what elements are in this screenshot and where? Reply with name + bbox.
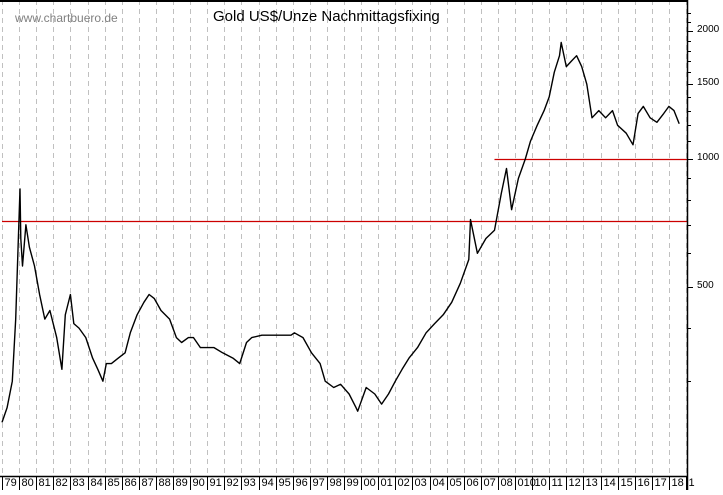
x-tick-label: 12 — [568, 477, 581, 489]
x-tick-label: 87 — [141, 477, 154, 489]
x-tick-label: 83 — [72, 477, 85, 489]
x-tick-label: 91 — [209, 477, 222, 489]
x-tick-label: 85 — [107, 477, 120, 489]
x-tick-label: 04 — [432, 477, 445, 489]
y-tick-label: 1500 — [697, 77, 720, 89]
x-tick-label: 95 — [278, 477, 291, 489]
x-tick-label: 16 — [637, 477, 650, 489]
x-tick-label: 79 — [4, 477, 17, 489]
x-tick-label: 08 — [500, 477, 513, 489]
watermark: www.chartbuero.de — [15, 11, 118, 25]
x-tick-label: 99 — [346, 477, 359, 489]
x-tick-label: 84 — [90, 477, 103, 489]
x-tick-label: 82 — [55, 477, 68, 489]
x-tick-label: 07 — [483, 477, 496, 489]
x-tick-label: 010 — [517, 477, 536, 489]
x-tick-label: 90 — [192, 477, 205, 489]
support-lines — [2, 158, 687, 223]
x-tick-label: 00 — [363, 477, 376, 489]
x-tick-label: 97 — [312, 477, 325, 489]
x-tick-label: 96 — [295, 477, 308, 489]
chart-title: Gold US$/Unze Nachmittagsfixing — [213, 8, 440, 25]
chart-axes — [0, 0, 693, 490]
x-tick-label: 01 — [380, 477, 393, 489]
x-tick-label: 06 — [466, 477, 479, 489]
vertical-gridlines — [2, 0, 687, 490]
x-tick-label: 98 — [329, 477, 342, 489]
x-tick-label: 10 — [534, 477, 547, 489]
x-tick-label: 17 — [654, 477, 667, 489]
x-tick-label: 80 — [21, 477, 34, 489]
x-tick-label: 02 — [397, 477, 410, 489]
y-tick-label: 2000 — [697, 24, 720, 36]
x-tick-label: 03 — [414, 477, 427, 489]
x-tick-label: 86 — [124, 477, 137, 489]
price-series-line — [1, 41, 680, 423]
y-tick-label: 500 — [697, 279, 714, 291]
x-tick-label: 93 — [243, 477, 256, 489]
x-tick-label: 14 — [603, 477, 616, 489]
x-tick-label: 11 — [551, 477, 563, 489]
x-tick-label: 94 — [261, 477, 274, 489]
x-tick-label: 92 — [226, 477, 239, 489]
x-tick-label: 18 — [671, 477, 684, 489]
y-tick-label: 1000 — [697, 152, 720, 163]
x-tick-label: 89 — [175, 477, 188, 489]
x-tick-label: 13 — [585, 477, 598, 489]
x-tick-label: 81 — [38, 477, 51, 489]
x-tick-label: 05 — [449, 477, 462, 489]
x-tick-label: 15 — [620, 477, 633, 489]
x-tick-label: 1 — [688, 477, 695, 489]
x-tick-label: 88 — [158, 477, 171, 489]
